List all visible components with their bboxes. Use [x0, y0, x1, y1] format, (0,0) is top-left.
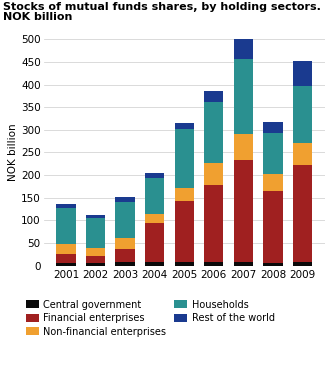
Bar [116, 197, 135, 202]
Bar [204, 185, 223, 262]
Bar [116, 262, 135, 266]
Bar [204, 91, 223, 102]
Bar [263, 263, 283, 266]
Bar [116, 249, 135, 262]
Bar [204, 102, 223, 163]
Bar [56, 254, 76, 263]
Bar [86, 257, 105, 263]
Bar [175, 201, 194, 262]
Text: NOK billion: NOK billion [3, 12, 73, 22]
Bar [175, 262, 194, 266]
Bar [86, 218, 105, 248]
Legend: Central government, Financial enterprises, Non-financial enterprises, Households: Central government, Financial enterprise… [26, 300, 275, 337]
Bar [116, 238, 135, 249]
Bar [116, 202, 135, 238]
Bar [234, 59, 253, 134]
Text: Stocks of mutual funds shares, by holding sectors.: Stocks of mutual funds shares, by holdin… [3, 2, 321, 12]
Bar [263, 174, 283, 191]
Bar [263, 122, 283, 133]
Bar [293, 165, 312, 262]
Bar [145, 214, 164, 223]
Bar [204, 262, 223, 266]
Bar [86, 215, 105, 218]
Bar [175, 188, 194, 201]
Bar [234, 134, 253, 160]
Y-axis label: NOK billion: NOK billion [8, 123, 18, 181]
Bar [56, 263, 76, 266]
Bar [293, 86, 312, 143]
Bar [175, 129, 194, 188]
Bar [293, 61, 312, 86]
Bar [86, 263, 105, 266]
Bar [145, 223, 164, 262]
Bar [293, 262, 312, 266]
Bar [145, 173, 164, 178]
Bar [204, 163, 223, 185]
Bar [175, 123, 194, 129]
Bar [263, 133, 283, 174]
Bar [56, 208, 76, 244]
Bar [145, 262, 164, 266]
Bar [263, 191, 283, 263]
Bar [145, 178, 164, 214]
Bar [56, 203, 76, 208]
Bar [293, 143, 312, 165]
Bar [56, 244, 76, 254]
Bar [234, 262, 253, 266]
Bar [234, 160, 253, 262]
Bar [86, 248, 105, 257]
Bar [234, 37, 253, 59]
